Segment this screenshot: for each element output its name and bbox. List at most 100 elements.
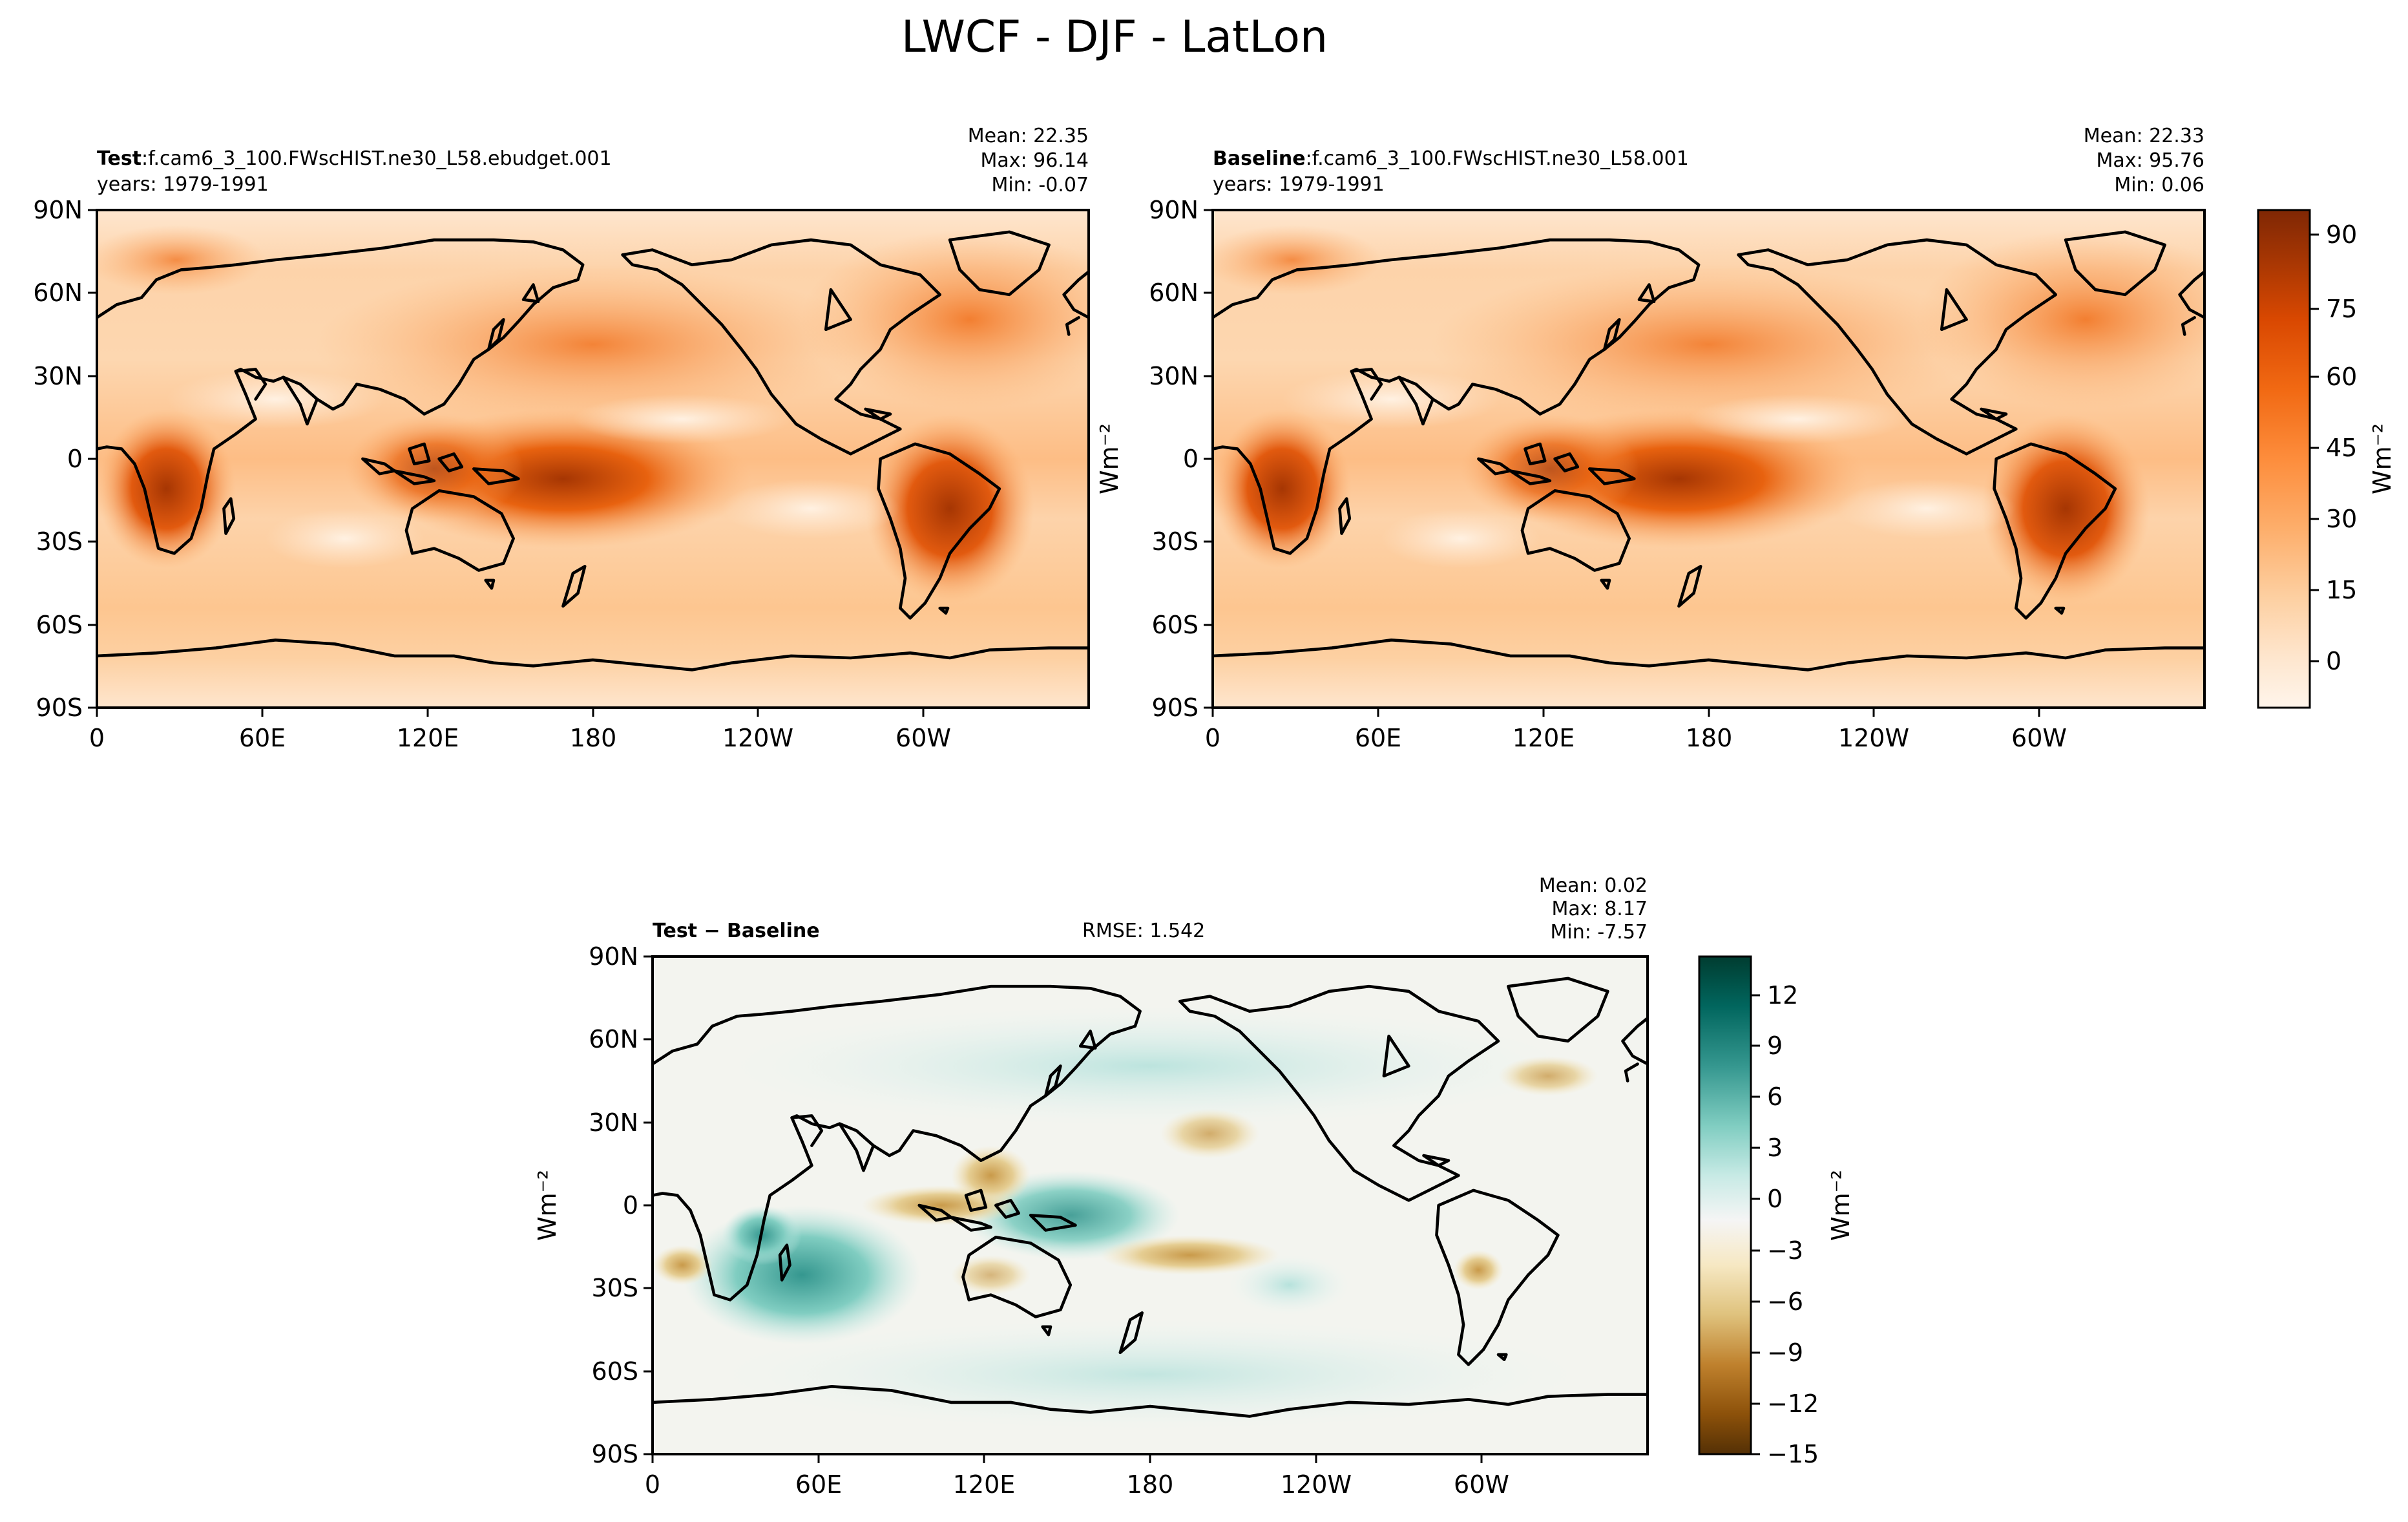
colorbar-tick-label: 90 <box>2326 220 2357 249</box>
panel-test-map <box>97 210 1089 708</box>
panel-diff-stat-mean: Mean: 0.02 <box>1539 874 1648 897</box>
lon-tick-label: 0 <box>1205 724 1220 752</box>
lon-tick-label: 60E <box>1355 724 1401 752</box>
panel-test-stat-min: Min: -0.07 <box>992 174 1089 196</box>
colorbar-tick-label: −6 <box>1767 1287 1803 1316</box>
lon-tick-label: 60W <box>895 724 951 752</box>
panel-diff-stat-min: Min: -7.57 <box>1551 921 1648 944</box>
lat-tick-label: 30N <box>1149 362 1199 390</box>
colorbar-tick-label: 0 <box>2326 647 2341 675</box>
lat-tick-label: 30S <box>592 1274 638 1302</box>
lon-tick-label: 120W <box>1281 1470 1352 1499</box>
lat-tick-label: 60N <box>1149 279 1199 307</box>
panel-baseline-lon-axis: 0 60E 120E 180 120W 60W <box>1205 708 2067 752</box>
panel-diff-label: Test − Baseline <box>653 920 820 942</box>
panel-baseline-map <box>1213 210 2204 708</box>
panel-diff-stat-max: Max: 8.17 <box>1552 898 1648 920</box>
lon-tick-label: 120E <box>397 724 459 752</box>
lon-tick-label: 180 <box>1686 724 1733 752</box>
panel-baseline-label: Baseline <box>1213 147 1306 170</box>
colorbar-diff-bar <box>1698 955 1752 1455</box>
colorbar-tick-label: 6 <box>1767 1083 1783 1111</box>
lat-tick-label: 90N <box>589 942 638 971</box>
panel-baseline-sep: : <box>1306 147 1312 170</box>
lat-tick-label: 30S <box>36 527 83 556</box>
panel-test: Test:f.cam6_3_100.FWscHIST.ne30_L58.ebud… <box>33 125 1124 752</box>
panel-baseline-years: years: 1979-1991 <box>1213 173 1385 196</box>
lat-tick-label: 90S <box>592 1440 638 1468</box>
panel-diff-ylabel: Wm⁻² <box>533 1170 561 1241</box>
lat-tick-label: 30S <box>1152 527 1199 556</box>
panel-baseline-stat-mean: Mean: 22.33 <box>2084 125 2204 147</box>
panel-test-lat-axis: 90N 60N 30N 0 30S 60S 90S <box>33 196 97 722</box>
colorbar-tick-label: −15 <box>1767 1440 1819 1468</box>
colorbar-tick-label: −12 <box>1767 1390 1819 1418</box>
panel-baseline-lat-axis: 90N 60N 30N 0 30S 60S 90S <box>1149 196 1213 722</box>
lat-tick-label: 60S <box>36 611 83 639</box>
colorbar-main-label: Wm⁻² <box>2368 423 2396 494</box>
lat-tick-label: 90N <box>33 196 83 224</box>
lat-tick-label: 0 <box>1183 445 1199 473</box>
lat-tick-label: 90S <box>1152 693 1199 722</box>
lat-tick-label: 90S <box>36 693 83 722</box>
colorbar-tick-label: 3 <box>1767 1134 1783 1162</box>
panel-diff-rmse: RMSE: 1.542 <box>1082 920 1205 942</box>
panel-diff-map <box>653 957 1648 1454</box>
panel-baseline-header: Baseline:f.cam6_3_100.FWscHIST.ne30_L58.… <box>1213 147 1689 170</box>
colorbar-tick-label: 75 <box>2326 295 2357 323</box>
lon-tick-label: 120E <box>1513 724 1575 752</box>
colorbar-tick-label: −9 <box>1767 1338 1803 1367</box>
colorbar-diff: 12 9 6 3 0 −3 −6 −9 −12 −15 Wm⁻² <box>1698 955 1855 1468</box>
panel-test-ylabel: Wm⁻² <box>1095 423 1124 494</box>
panel-diff: Test − Baseline RMSE: 1.542 Mean: 0.02 M… <box>533 874 1649 1499</box>
lat-tick-label: 30N <box>33 362 83 390</box>
colorbar-tick-label: 45 <box>2326 434 2357 462</box>
panel-baseline-stat-min: Min: 0.06 <box>2114 174 2204 196</box>
panel-baseline: Baseline:f.cam6_3_100.FWscHIST.ne30_L58.… <box>1149 125 2206 752</box>
lat-tick-label: 60N <box>589 1025 638 1053</box>
lon-tick-label: 180 <box>570 724 617 752</box>
lon-tick-label: 60E <box>239 724 286 752</box>
lon-tick-label: 0 <box>89 724 105 752</box>
colorbar-tick-label: 30 <box>2326 505 2357 533</box>
panel-test-sep: : <box>141 147 148 170</box>
colorbar-diff-label: Wm⁻² <box>1827 1170 1855 1241</box>
colorbar-main: 90 75 60 45 30 15 0 Wm⁻² <box>2257 209 2396 709</box>
colorbar-main-ticks: 90 75 60 45 30 15 0 <box>2310 220 2357 675</box>
lon-tick-label: 0 <box>645 1470 660 1499</box>
lat-tick-label: 90N <box>1149 196 1199 224</box>
lon-tick-label: 120W <box>722 724 793 752</box>
figure-title: LWCF - DJF - LatLon <box>901 12 1328 63</box>
colorbar-tick-label: 15 <box>2326 576 2357 604</box>
panel-diff-lat-axis: 90N 60N 30N 0 30S 60S 90S <box>589 942 653 1468</box>
lat-tick-label: 0 <box>67 445 83 473</box>
lon-tick-label: 120E <box>953 1470 1016 1499</box>
panel-test-years: years: 1979-1991 <box>97 173 269 196</box>
lat-tick-label: 60S <box>1152 611 1199 639</box>
colorbar-tick-label: 60 <box>2326 363 2357 391</box>
panel-test-case: f.cam6_3_100.FWscHIST.ne30_L58.ebudget.0… <box>148 147 611 170</box>
lat-tick-label: 60N <box>33 279 83 307</box>
lon-tick-label: 60E <box>795 1470 842 1499</box>
panel-test-stat-mean: Mean: 22.35 <box>968 125 1089 147</box>
panel-test-stat-max: Max: 96.14 <box>980 149 1089 172</box>
lon-tick-label: 60W <box>2011 724 2067 752</box>
colorbar-tick-label: 0 <box>1767 1185 1783 1213</box>
lat-tick-label: 60S <box>592 1357 638 1386</box>
panel-baseline-stat-max: Max: 95.76 <box>2096 149 2204 172</box>
panel-diff-lon-axis: 0 60E 120E 180 120W 60W <box>645 1454 1509 1499</box>
colorbar-main-bar <box>2257 209 2311 709</box>
lon-tick-label: 180 <box>1127 1470 1174 1499</box>
panel-test-header: Test:f.cam6_3_100.FWscHIST.ne30_L58.ebud… <box>97 147 612 170</box>
lat-tick-label: 0 <box>623 1191 638 1220</box>
colorbar-tick-label: 12 <box>1767 981 1798 1009</box>
lon-tick-label: 60W <box>1454 1470 1509 1499</box>
panel-test-label: Test <box>97 147 141 170</box>
colorbar-tick-label: 9 <box>1767 1031 1783 1060</box>
lat-tick-label: 30N <box>589 1108 638 1137</box>
panel-baseline-case: f.cam6_3_100.FWscHIST.ne30_L58.001 <box>1312 147 1689 170</box>
colorbar-tick-label: −3 <box>1767 1236 1803 1265</box>
panel-test-lon-axis: 0 60E 120E 180 120W 60W <box>89 708 951 752</box>
colorbar-diff-ticks: 12 9 6 3 0 −3 −6 −9 −12 −15 <box>1751 981 1819 1468</box>
